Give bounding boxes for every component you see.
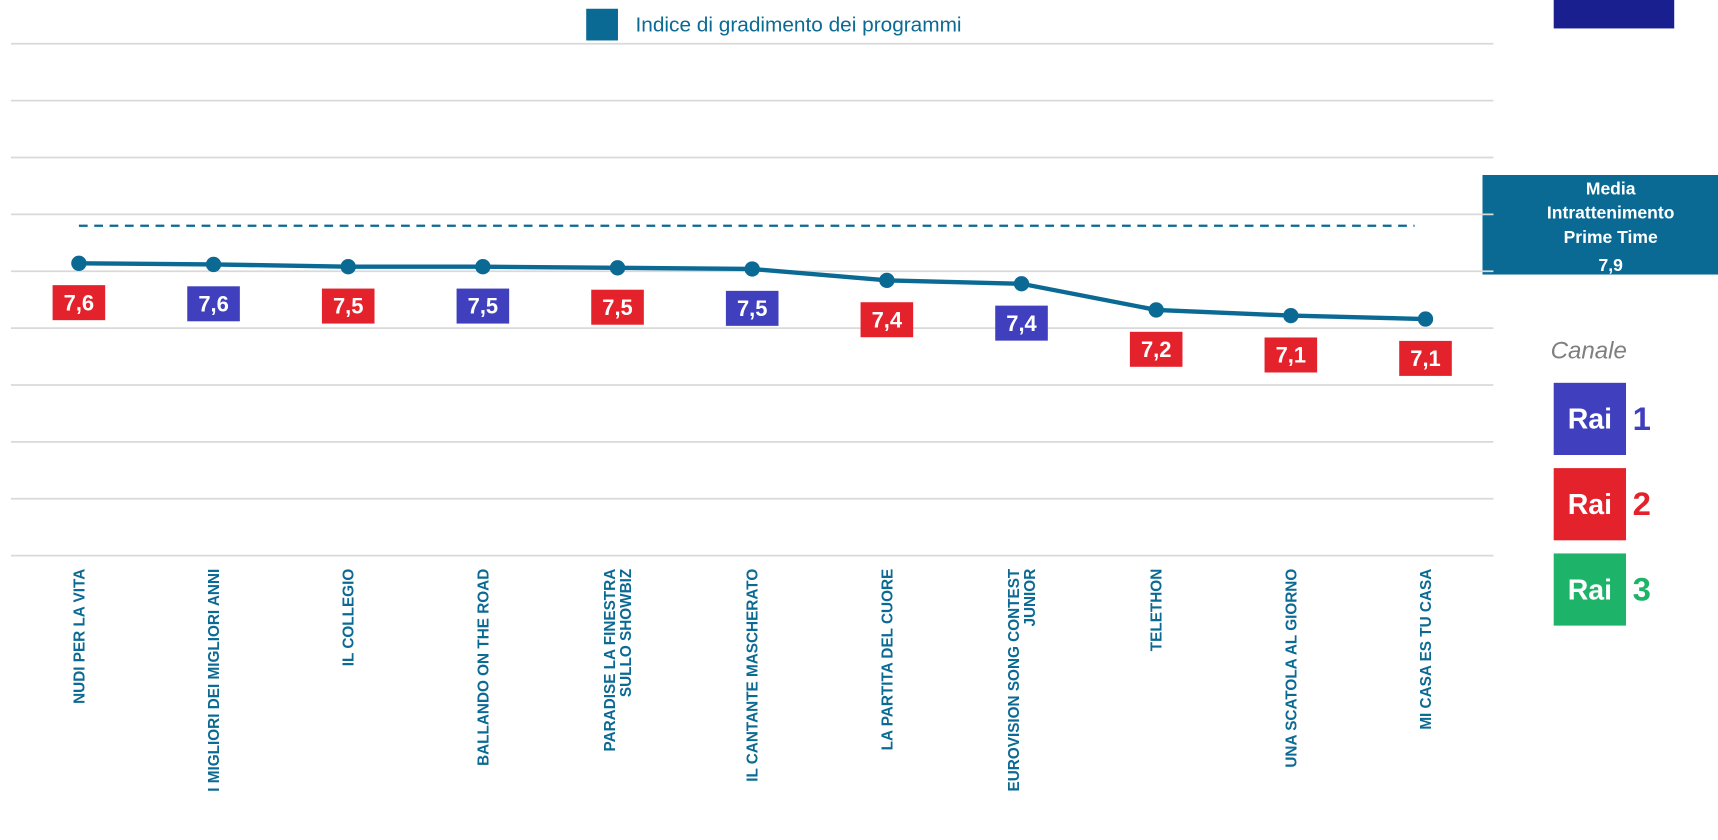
x-tick-label-line: NUDI PER LA VITA: [71, 569, 88, 704]
channel-number: 2: [1633, 485, 1651, 522]
x-tick-label-line: SULLO SHOWBIZ: [618, 569, 635, 697]
x-tick-label-line: JUNIOR: [1022, 569, 1039, 627]
point: [205, 256, 222, 273]
channel-logo-box: [1553, 468, 1627, 541]
x-tick-label: NUDI PER LA VITA: [71, 569, 88, 704]
x-tick-label-line: BALLANDO ON THE ROAD: [475, 569, 492, 766]
value-label-box: [995, 305, 1048, 341]
point: [1148, 302, 1164, 318]
x-tick-label-line: PARADISE LA FINESTRA: [602, 569, 619, 752]
reference-value: 7,9: [1599, 255, 1624, 275]
point: [1417, 311, 1434, 327]
channel-logo-box: [1553, 382, 1627, 455]
x-tick-label-line: I MIGLIORI DEI MIGLIORI ANNI: [206, 569, 223, 792]
point: [340, 259, 356, 275]
x-tick-label-line: MI CASA ES TU CASA: [1418, 569, 1435, 730]
value-label-box: [52, 285, 106, 321]
value-label-box: [187, 286, 240, 322]
channel-name: Rai: [1568, 404, 1612, 436]
value-label-box: [1129, 331, 1183, 367]
x-tick-label: LA PARTITA DEL CUORE: [879, 569, 896, 751]
chart-body: Media Intrattenimento Prime Time 7,9 NUDI PE…: [10, 0, 1718, 792]
channel-legend-title: Canale: [1551, 338, 1627, 365]
value-label-box: [321, 288, 375, 324]
point: [879, 272, 895, 289]
value-label-box: [860, 302, 914, 338]
channel-number: 3: [1633, 570, 1651, 607]
value-label: 7,4: [1006, 311, 1037, 336]
reference-label: Prime Time: [1564, 227, 1658, 247]
x-tick-label: TELETHON: [1149, 569, 1166, 651]
value-label: 7,2: [1141, 337, 1171, 362]
legend-label: Indice di gradimento dei programmi: [636, 14, 962, 37]
channel-name: Rai: [1568, 574, 1612, 606]
value-label: 7,5: [602, 295, 632, 320]
value-label-box: [1264, 337, 1318, 373]
x-tick-label: IL COLLEGIO: [341, 569, 358, 667]
x-tick-label: I MIGLIORI DEI MIGLIORI ANNI: [206, 569, 223, 792]
value-label: 7,1: [1410, 346, 1440, 371]
x-tick-label: MI CASA ES TU CASA: [1418, 569, 1435, 730]
reference-label: Media: [1586, 179, 1636, 199]
value-label: 7,6: [198, 291, 228, 316]
x-tick-label-line: LA PARTITA DEL CUORE: [879, 569, 896, 751]
point: [1013, 276, 1030, 292]
x-tick-label-line: IL COLLEGIO: [341, 569, 358, 667]
x-tick-label-line: TELETHON: [1149, 569, 1166, 651]
channel-name: Rai: [1568, 489, 1612, 521]
point: [744, 261, 760, 277]
x-tick-label-line: IL CANTANTE MASCHERATO: [745, 569, 762, 782]
value-label: 7,1: [1276, 343, 1306, 368]
x-tick-label: EUROVISION SONG CONTESTJUNIOR: [1006, 568, 1039, 791]
value-label-box: [725, 290, 779, 326]
value-label: 7,6: [64, 290, 94, 315]
reference-label: Intrattenimento: [1547, 203, 1674, 223]
legend-swatch: [586, 8, 618, 41]
x-tick-label: UNA SCATOLA AL GIORNO: [1283, 569, 1300, 768]
value-label: 7,5: [737, 296, 767, 321]
channel-number: 1: [1633, 400, 1651, 437]
channel-logo-box: [1553, 553, 1627, 626]
reference-box: [1482, 175, 1718, 275]
point: [475, 259, 491, 275]
point: [609, 260, 626, 276]
x-tick-label: IL CANTANTE MASCHERATO: [745, 569, 762, 782]
value-label-box: [591, 289, 644, 325]
corner-block: [1553, 0, 1675, 29]
value-label-box: [1399, 340, 1452, 376]
value-label: 7,4: [872, 307, 903, 332]
x-tick-label-line: UNA SCATOLA AL GIORNO: [1283, 569, 1300, 768]
x-tick-label-line: EUROVISION SONG CONTEST: [1006, 568, 1023, 791]
value-label: 7,5: [333, 294, 363, 319]
x-tick-label: BALLANDO ON THE ROAD: [475, 569, 492, 766]
value-label-box: [456, 288, 510, 324]
point: [1283, 307, 1299, 324]
point: [71, 255, 87, 271]
x-tick-label: PARADISE LA FINESTRASULLO SHOWBIZ: [602, 569, 635, 752]
value-label: 7,5: [468, 294, 498, 319]
